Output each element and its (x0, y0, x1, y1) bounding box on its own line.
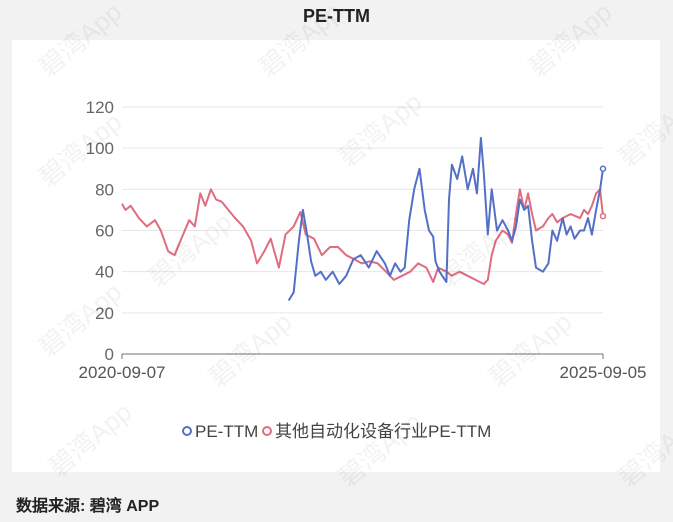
chart-panel: 0 20 40 60 80 100 120 2020-09-07 2025-09-05 PE-TT… (12, 40, 660, 472)
x-tick-label-start: 2020-09-07 (79, 363, 166, 382)
legend-item[interactable]: 其他自动化设备行业PE-TTM (262, 422, 491, 441)
y-tick-label: 100 (86, 139, 114, 158)
legend-label: 其他自动化设备行业PE-TTM (275, 422, 491, 441)
x-tick-label-end: 2025-09-05 (560, 363, 647, 382)
y-tick-label: 20 (95, 304, 114, 323)
series-end-marker (599, 212, 607, 220)
series-line (121, 188, 604, 285)
y-tick-label: 120 (86, 98, 114, 117)
legend-marker (182, 426, 192, 436)
legend-marker (262, 426, 272, 436)
legend-label: PE-TTM (195, 422, 258, 441)
y-tick-label: 40 (95, 263, 114, 282)
legend-item[interactable]: PE-TTM (182, 422, 258, 441)
chart-svg: 0 20 40 60 80 100 120 2020-09-07 2025-09-05 PE-TT… (79, 98, 647, 441)
y-tick-label: 0 (105, 345, 114, 364)
series-end-marker (599, 165, 607, 172)
series-line (287, 136, 604, 302)
y-tick-label: 80 (95, 180, 114, 199)
chart-title: PE-TTM (303, 6, 370, 26)
y-tick-label: 60 (95, 222, 114, 241)
data-source-label: 数据来源: 碧湾 APP (16, 498, 160, 515)
